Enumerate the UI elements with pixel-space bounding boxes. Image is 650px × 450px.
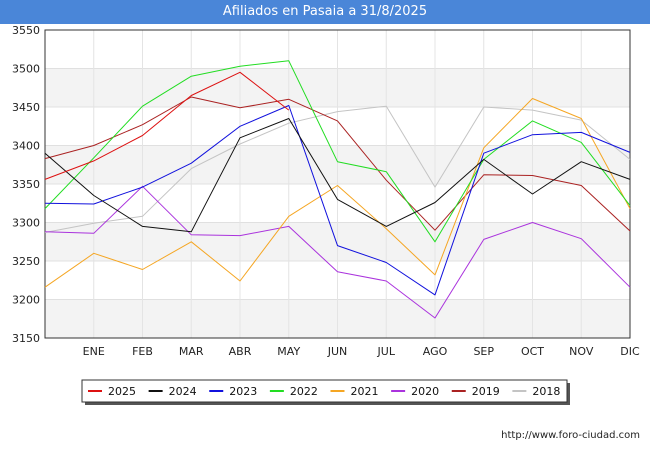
legend: 2025 2024 2023 2022 2021 2020 2019 2018 <box>81 379 570 405</box>
series-line-2022 <box>44 60 631 243</box>
x-tick-label: DIC <box>620 345 640 358</box>
x-tick-label: ABR <box>229 345 252 358</box>
x-tick-label: AGO <box>423 345 448 358</box>
series-line-2019 <box>44 96 631 232</box>
series-line-2020 <box>44 185 631 319</box>
x-tick-label: MAY <box>277 345 300 358</box>
source-credit: http://www.foro-ciudad.com <box>501 430 640 441</box>
x-tick-label: ENE <box>83 345 105 358</box>
plot-frame <box>44 29 631 339</box>
x-tick-label: NOV <box>569 345 594 358</box>
series-line-2023 <box>44 105 631 296</box>
x-tick-label: OCT <box>521 345 544 358</box>
y-tick-label: 3200 <box>12 294 40 307</box>
legend-label-2023: 2023 <box>229 385 257 398</box>
chart-title: Afiliados en Pasaia a 31/8/2025 <box>0 0 650 24</box>
x-tick-label: MAR <box>179 345 204 358</box>
series-line-2018 <box>44 105 631 233</box>
legend-label-2019: 2019 <box>472 385 500 398</box>
x-tick-label: JUN <box>327 345 348 358</box>
y-tick-label: 3300 <box>12 217 40 230</box>
series-line-2024 <box>44 118 631 233</box>
legend-label-2025: 2025 <box>108 385 136 398</box>
y-tick-label: 3500 <box>12 63 40 76</box>
y-tick-label: 3250 <box>12 255 40 268</box>
x-tick-label: FEB <box>132 345 153 358</box>
legend-label-2022: 2022 <box>290 385 318 398</box>
y-tick-label: 3350 <box>12 178 40 191</box>
series-line-2025 <box>44 71 290 180</box>
y-tick-label: 3450 <box>12 101 40 114</box>
x-tick-label: SEP <box>473 345 494 358</box>
legend-label-2018: 2018 <box>532 385 560 398</box>
y-tick-label: 3400 <box>12 140 40 153</box>
legend-box <box>81 379 568 403</box>
legend-label-2024: 2024 <box>169 385 197 398</box>
y-tick-label: 3550 <box>12 24 40 37</box>
legend-label-2021: 2021 <box>351 385 379 398</box>
y-tick-label: 3150 <box>12 332 40 345</box>
series-line-2021 <box>44 98 631 288</box>
legend-label-2020: 2020 <box>411 385 439 398</box>
x-tick-label: JUL <box>377 345 396 358</box>
